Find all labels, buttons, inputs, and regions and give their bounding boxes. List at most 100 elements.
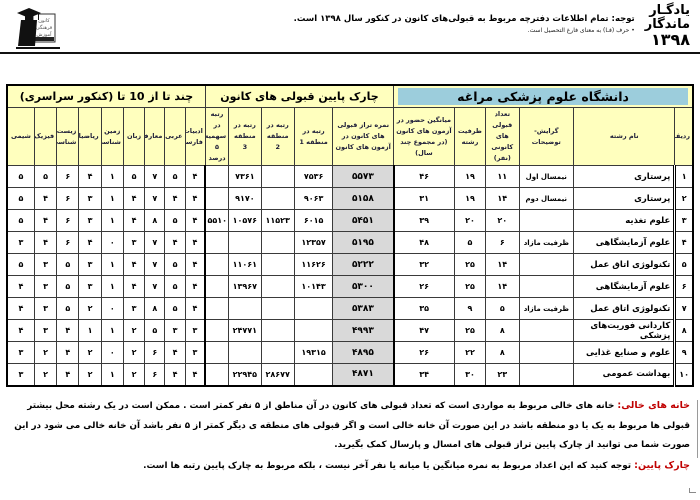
- kanoon-logo: کانون فرهنگی آموزش: [14, 5, 62, 53]
- cell-subject-8: ۵: [6, 209, 35, 233]
- university-header-cell: دانشگاه علوم پزشکی مراغه: [393, 84, 694, 108]
- cell-capacity: ۳۰: [453, 363, 487, 387]
- cell-subject-2: ۷: [144, 165, 166, 189]
- cell-note: [518, 319, 575, 343]
- cell-subject-0: ۴: [184, 187, 206, 211]
- cell-subject-2: ۸: [144, 297, 166, 321]
- brand-line2: ماندگار: [644, 16, 690, 32]
- cell-subject-3: ۳: [122, 231, 146, 255]
- cell-rank-region2: [260, 253, 295, 277]
- cell-rank-region3: [228, 341, 262, 365]
- cell-subject-4: ۱: [100, 165, 124, 189]
- cell-rank-region3: ۲۲۹۴۵: [228, 363, 262, 387]
- cell-avg-attendance: ۳۹: [393, 209, 455, 233]
- cell-kanoon-admits: ۸: [485, 341, 520, 365]
- cell-subject-4: ۱: [100, 209, 124, 233]
- cell-rank-region2: [260, 165, 295, 189]
- cell-note: [518, 363, 575, 387]
- cell-subject-0: ۴: [184, 363, 206, 387]
- cell-score: ۴۸۹۵: [332, 341, 395, 365]
- cell-rank-region3: ۹۱۷۰: [228, 187, 262, 211]
- cell-kanoon-admits: ۱۱: [485, 165, 520, 189]
- cell-major: پرستاری: [573, 187, 676, 211]
- cell-rank-region2: ۱۱۵۲۳: [260, 209, 295, 233]
- brand-line1: یادگـار: [649, 3, 690, 18]
- cell-row-no: ۹: [673, 341, 694, 365]
- col-header-region3: رتبه در منطقه 3: [228, 106, 262, 167]
- cell-subject-6: ۴: [56, 341, 80, 365]
- cell-subject-3: ۵: [122, 165, 146, 189]
- cell-rank-quota5: [204, 187, 230, 211]
- cell-subject-2: ۷: [144, 253, 166, 277]
- col-header-region1: رتبه در منطقه 1: [293, 106, 334, 167]
- cell-rank-region3: ۱۳۹۶۷: [228, 275, 262, 299]
- col-header-capacity: ظرفیت رشته: [453, 106, 487, 167]
- cell-rank-region1: ۷۵۳۶: [293, 165, 334, 189]
- cell-subject-1: ۵: [164, 165, 186, 189]
- cell-kanoon-admits: ۸: [485, 319, 520, 343]
- cell-subject-1: ۵: [164, 275, 186, 299]
- cell-subject-3: ۲: [122, 319, 146, 343]
- cell-major: کاردانی فوریت‌های پزشکی: [573, 319, 676, 343]
- cell-rank-region1: ۱۲۳۵۷: [293, 231, 334, 255]
- cell-note: [518, 253, 575, 277]
- cell-subject-1: ۵: [164, 209, 186, 233]
- cell-subject-5: ۲: [78, 297, 102, 321]
- cell-rank-region1: ۹۰۶۳: [293, 187, 334, 211]
- cell-subject-7: ۴: [33, 231, 58, 255]
- cell-subject-0: ۴: [184, 253, 206, 277]
- cell-avg-attendance: ۲۶: [393, 275, 455, 299]
- col-header-major: نام رشته: [573, 106, 676, 167]
- col-header-row-no: ردیف: [674, 106, 694, 167]
- cell-kanoon-admits: ۱۴: [485, 187, 520, 211]
- cell-subject-8: ۴: [6, 319, 35, 343]
- cell-capacity: ۲۵: [453, 319, 487, 343]
- cell-rank-quota5: [204, 253, 230, 277]
- brand-year: ۱۳۹۸: [650, 30, 690, 50]
- table-row: ۵ تکنولوژی اتاق عمل ۱۴ ۲۵ ۳۲ ۵۲۲۲ ۱۱۶۲۶ ۱۱۰۶۱ ۴ ۵…: [6, 253, 694, 277]
- print-mark-vertical: [697, 400, 698, 458]
- cell-row-no: ۱: [673, 165, 694, 189]
- group-header-row: دانشگاه علوم پزشکی مراغه چارک پایین قبول…: [6, 84, 694, 108]
- cell-subject-6: ۴: [56, 319, 80, 343]
- cell-subject-7: ۴: [33, 187, 58, 211]
- col-header-subject-literature: ادبیات فارسی: [184, 106, 206, 167]
- cell-note: [518, 275, 575, 299]
- table-row: ۲ پرستاری نیمسال دوم ۱۴ ۱۹ ۳۱ ۵۱۵۸ ۹۰۶۳ ۹۱۷۰ ۴ ۴ ۷ ۴…: [6, 187, 694, 211]
- cell-major: بهداشت عمومی: [573, 363, 676, 387]
- cell-avg-attendance: ۴۶: [393, 165, 455, 189]
- svg-text:آموزش: آموزش: [36, 31, 52, 38]
- table-row: ۷ تکنولوژی اتاق عمل ظرفیت مازاد ۵ ۹ ۳۵ ۵۳۸۳ ۴ ۵ ۸…: [6, 297, 694, 321]
- cell-score: ۵۳۰۰: [332, 275, 395, 299]
- col-header-subject-religion: معارف: [144, 106, 166, 167]
- svg-text:کانون: کانون: [38, 18, 50, 24]
- cell-rank-quota5: [204, 341, 230, 365]
- cell-subject-3: ۴: [122, 209, 146, 233]
- cell-subject-6: ۶: [56, 165, 80, 189]
- cell-score: ۵۵۷۳: [332, 165, 395, 189]
- cell-rank-region1: ۱۰۱۴۳: [293, 275, 334, 299]
- cell-score: ۵۱۵۸: [332, 187, 395, 211]
- cell-capacity: ۹: [453, 297, 487, 321]
- cell-subject-4: ۱: [100, 187, 124, 211]
- group-subjects-header: چند تا از 10 تا (کنکور سراسری): [6, 84, 206, 108]
- cell-subject-7: ۴: [33, 209, 58, 233]
- cell-subject-5: ۳: [78, 275, 102, 299]
- cell-kanoon-admits: ۱۴: [485, 253, 520, 277]
- cell-subject-8: ۳: [6, 341, 35, 365]
- cell-major: علوم تغذیه: [573, 209, 676, 233]
- cell-row-no: ۶: [673, 275, 694, 299]
- cell-subject-0: ۴: [184, 165, 206, 189]
- cell-subject-0: ۴: [184, 275, 206, 299]
- cell-subject-4: ۱: [100, 319, 124, 343]
- cell-row-no: ۴: [673, 231, 694, 255]
- notice-subtext: • حرف (فـا) به معنای فارغ التحصیل است.: [527, 27, 635, 34]
- cell-subject-5: ۴: [78, 165, 102, 189]
- cell-rank-quota5: [204, 231, 230, 255]
- cell-rank-region2: [260, 319, 295, 343]
- cell-row-no: ۸: [673, 319, 694, 343]
- graduate-icon: کانون فرهنگی آموزش: [16, 8, 60, 49]
- cell-subject-6: ۵: [56, 297, 80, 321]
- cell-major: علوم و صنایع غذایی: [573, 341, 676, 365]
- cell-rank-region1: ۱۱۶۲۶: [293, 253, 334, 277]
